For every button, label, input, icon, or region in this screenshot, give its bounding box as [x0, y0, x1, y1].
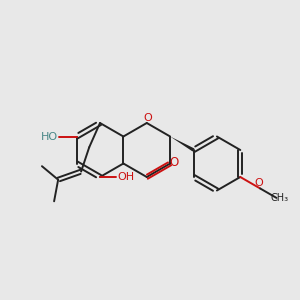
- Text: O: O: [169, 156, 179, 169]
- Text: O: O: [255, 178, 263, 188]
- Text: O: O: [143, 113, 152, 123]
- Text: HO: HO: [40, 131, 58, 142]
- Text: OH: OH: [118, 172, 135, 182]
- Text: CH₃: CH₃: [271, 193, 289, 203]
- Polygon shape: [170, 136, 194, 152]
